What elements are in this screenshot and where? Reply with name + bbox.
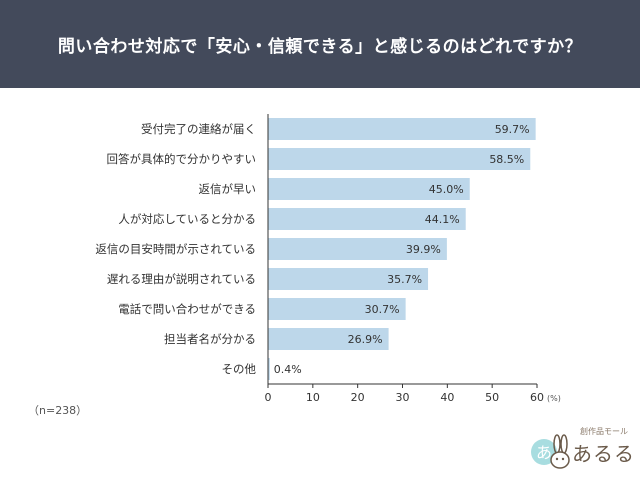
value-label-1: 58.5%: [489, 153, 524, 166]
value-label-0: 59.7%: [495, 123, 530, 136]
value-label-5: 35.7%: [387, 273, 422, 286]
x-tick-label-0: 0: [265, 391, 272, 404]
category-label-0: 受付完了の連絡が届く: [141, 122, 256, 136]
x-tick-label-5: 50: [485, 391, 499, 404]
chart-header: 問い合わせ対応で「安心・信頼できる」と感じるのはどれですか？: [0, 0, 640, 88]
category-label-6: 電話で問い合わせができる: [118, 302, 256, 316]
category-label-5: 遅れる理由が説明されている: [107, 272, 256, 286]
logo-subtitle: 創作品モール: [580, 427, 628, 436]
bar-8: [268, 358, 270, 380]
value-label-2: 45.0%: [429, 183, 464, 196]
bar-7: [268, 328, 389, 350]
x-tick-label-6: 60: [530, 391, 544, 404]
chart-title: 問い合わせ対応で「安心・信頼できる」と感じるのはどれですか？: [57, 36, 583, 57]
sample-size-note: （n=238）: [28, 404, 88, 417]
category-label-3: 人が対応していると分かる: [118, 212, 256, 226]
value-label-7: 26.9%: [348, 333, 383, 346]
value-label-6: 30.7%: [365, 303, 400, 316]
logo-badge-text: あ: [536, 443, 552, 462]
bar-2: [268, 178, 470, 200]
category-label-2: 返信が早い: [199, 182, 257, 196]
value-label-3: 44.1%: [425, 213, 460, 226]
category-label-8: その他: [222, 362, 257, 376]
bar-5: [268, 268, 429, 290]
x-tick-label-2: 20: [351, 391, 365, 404]
x-axis-unit: (%): [547, 394, 561, 403]
rabbit-icon: あ: [531, 434, 570, 469]
logo-wordmark: あるる: [572, 442, 635, 466]
bar-4: [268, 238, 447, 260]
x-tick-label-1: 10: [306, 391, 320, 404]
bar-3: [268, 208, 466, 230]
category-label-1: 回答が具体的で分かりやすい: [107, 152, 257, 166]
category-label-4: 返信の目安時間が示されている: [95, 242, 256, 256]
value-label-8: 0.4%: [274, 363, 302, 376]
x-tick-label-3: 30: [396, 391, 410, 404]
x-tick-label-4: 40: [440, 391, 454, 404]
value-label-4: 39.9%: [406, 243, 441, 256]
bar-6: [268, 298, 406, 320]
bar-0: [268, 118, 536, 140]
category-label-7: 担当者名が分かる: [164, 332, 256, 346]
brand-logo: あ 創作品モール あるる: [530, 426, 634, 474]
bar-1: [268, 148, 531, 170]
